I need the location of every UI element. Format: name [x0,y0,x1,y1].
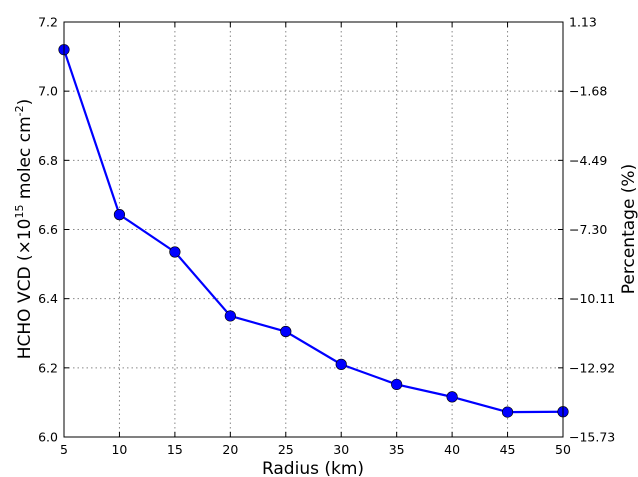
x-tick-label: 35 [389,442,405,457]
y-axis-title: HCHO VCD (×1015 molec cm-2) [13,99,35,360]
y-tick-label: 6.4 [38,291,58,306]
grid [64,22,563,437]
data-point [113,209,126,221]
y2-tick-label: −12.92 [569,360,615,375]
series-line [62,49,564,414]
x-tick-label: 30 [333,442,349,457]
data-point [391,378,403,391]
y2-tick-label: 1.13 [569,15,597,30]
series-layer [58,44,569,418]
y-tick-label: 6.0 [38,430,58,445]
x-tick-label: 45 [500,442,516,457]
y2-tick-label: −7.30 [569,222,607,237]
x-tick-label: 25 [278,442,294,457]
x-axis-title: Radius (km) [262,459,364,477]
y2-tick-label: −10.11 [569,291,615,306]
tick-labels: 5 10 15 20 25 30 35 40 45 50 6.0 −15.73 6.2 −12.92 6.4… [38,15,615,458]
y-tick-label: 6.8 [38,153,58,168]
data-point [169,246,181,258]
data-point [280,325,292,338]
data-point [335,358,347,370]
y-tick-label: 6.6 [38,222,58,237]
x-tick-label: 40 [444,442,460,457]
x-tick-label: 50 [555,442,571,457]
data-point [224,310,236,322]
x-tick-label: 15 [167,442,183,457]
x-tick-label: 5 [60,442,68,457]
x-tick-label: 10 [111,442,127,457]
y2-tick-label: −15.73 [569,430,615,445]
y2-tick-label: −1.68 [569,84,607,99]
y-tick-label: 7.2 [38,15,58,30]
y-tick-label: 6.2 [38,360,58,375]
data-point [446,391,458,403]
y2-axis-title: Percentage (%) [619,164,638,294]
y2-tick-label: −4.49 [569,153,607,168]
y-tick-label: 7.0 [38,84,58,99]
x-tick-label: 20 [222,442,238,457]
ticks [63,21,564,438]
data-point [501,406,514,418]
